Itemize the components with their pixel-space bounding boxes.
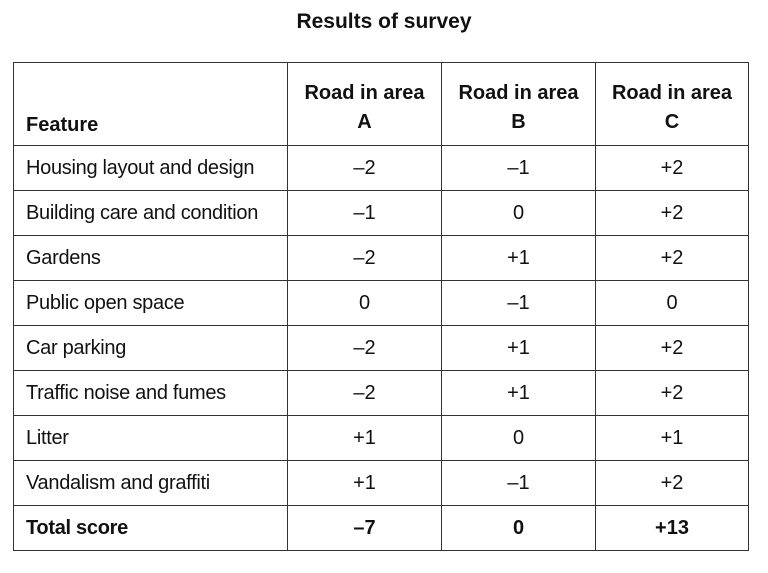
row-label: Housing layout and design: [13, 145, 288, 191]
row-label: Building care and condition: [13, 190, 288, 236]
header-cell: Feature: [13, 62, 288, 146]
score-cell: –1: [441, 280, 596, 326]
score-cell: +2: [595, 325, 749, 371]
header-text: Road in area A: [304, 82, 425, 133]
table-row: Gardens –2 +1 +2: [13, 235, 749, 281]
score-cell: +1: [595, 415, 749, 461]
score-cell: –2: [287, 145, 442, 191]
score-cell: 0: [287, 280, 442, 326]
header-cell: Road in area A: [287, 62, 442, 146]
score-cell: +13: [595, 505, 749, 551]
row-label: Vandalism and graffiti: [13, 460, 288, 506]
survey-table: Feature Road in area A Road in area B Road …: [13, 62, 749, 551]
score-cell: –2: [287, 370, 442, 416]
score-cell: –1: [287, 190, 442, 236]
table-row: Housing layout and design –2 –1 +2: [13, 145, 749, 191]
score-cell: +1: [287, 460, 442, 506]
row-label: Gardens: [13, 235, 288, 281]
table-header: Feature Road in area A Road in area B Road …: [13, 62, 749, 146]
row-label: Total score: [13, 505, 288, 551]
score-cell: –7: [287, 505, 442, 551]
row-label: Traffic noise and fumes: [13, 370, 288, 416]
table-row: Vandalism and graffiti +1 –1 +2: [13, 460, 749, 506]
score-cell: +2: [595, 190, 749, 236]
score-cell: +1: [441, 370, 596, 416]
score-cell: +1: [441, 235, 596, 281]
score-cell: +1: [287, 415, 442, 461]
header-cell: Road in area C: [595, 62, 749, 146]
row-label: Public open space: [13, 280, 288, 326]
score-cell: +2: [595, 235, 749, 281]
header-text: Road in area B: [458, 82, 579, 133]
row-label: Litter: [13, 415, 288, 461]
header-cell: Road in area B: [441, 62, 596, 146]
table-body: Housing layout and design –2 –1 +2 Building …: [13, 145, 749, 551]
score-cell: –2: [287, 325, 442, 371]
table-row: Building care and condition –1 0 +2: [13, 190, 749, 236]
total-row: Total score –7 0 +13: [13, 505, 749, 551]
score-cell: +1: [441, 325, 596, 371]
table-row: Public open space 0 –1 0: [13, 280, 749, 326]
score-cell: +2: [595, 370, 749, 416]
score-cell: –1: [441, 460, 596, 506]
score-cell: +2: [595, 460, 749, 506]
header-row: Feature Road in area A Road in area B Road …: [13, 62, 749, 146]
title: Results of survey: [296, 10, 472, 33]
score-cell: 0: [595, 280, 749, 326]
row-label: Car parking: [13, 325, 288, 371]
table-row: Car parking –2 +1 +2: [13, 325, 749, 371]
score-cell: +2: [595, 145, 749, 191]
score-cell: –1: [441, 145, 596, 191]
score-cell: –2: [287, 235, 442, 281]
table-row: Litter +1 0 +1: [13, 415, 749, 461]
header-text: Road in area C: [611, 82, 733, 133]
score-cell: 0: [441, 415, 596, 461]
score-cell: 0: [441, 190, 596, 236]
table-row: Traffic noise and fumes –2 +1 +2: [13, 370, 749, 416]
score-cell: 0: [441, 505, 596, 551]
